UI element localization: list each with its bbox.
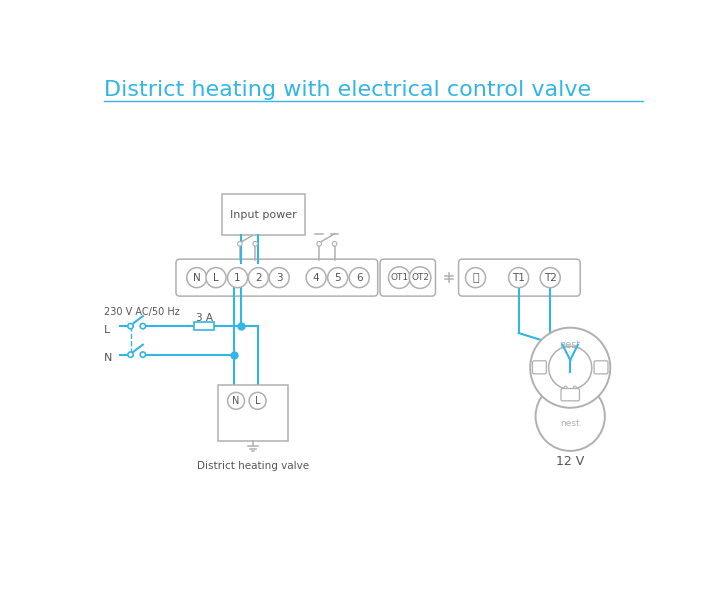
Text: T1: T1 — [513, 273, 525, 283]
Text: District heating with electrical control valve: District heating with electrical control… — [103, 80, 590, 100]
Circle shape — [465, 268, 486, 287]
Text: 5: 5 — [334, 273, 341, 283]
Text: 12 V: 12 V — [556, 455, 585, 468]
Circle shape — [206, 268, 226, 287]
Circle shape — [128, 352, 133, 358]
Circle shape — [409, 267, 431, 289]
Circle shape — [536, 381, 605, 451]
Text: OT1: OT1 — [390, 273, 408, 282]
Circle shape — [530, 328, 610, 407]
Circle shape — [141, 324, 146, 329]
Circle shape — [306, 268, 326, 287]
Circle shape — [269, 268, 289, 287]
Text: ⏚: ⏚ — [472, 273, 479, 283]
FancyBboxPatch shape — [176, 259, 378, 296]
Circle shape — [248, 268, 269, 287]
Text: 3 A: 3 A — [196, 314, 213, 324]
Text: 2: 2 — [255, 273, 261, 283]
Text: L: L — [255, 396, 261, 406]
Circle shape — [564, 386, 567, 389]
Text: OT2: OT2 — [411, 273, 429, 282]
Circle shape — [249, 393, 266, 409]
Text: 3: 3 — [276, 273, 282, 283]
Circle shape — [237, 241, 242, 246]
Bar — [194, 323, 215, 330]
Text: District heating valve: District heating valve — [197, 460, 309, 470]
FancyBboxPatch shape — [380, 259, 435, 296]
Bar — [222, 194, 305, 235]
Bar — [218, 386, 288, 441]
FancyBboxPatch shape — [561, 388, 579, 401]
Circle shape — [509, 268, 529, 287]
Circle shape — [317, 241, 322, 246]
Text: 4: 4 — [313, 273, 320, 283]
Circle shape — [549, 346, 592, 389]
Circle shape — [332, 241, 337, 246]
Text: T2: T2 — [544, 273, 557, 283]
Circle shape — [228, 393, 245, 409]
Text: 6: 6 — [356, 273, 363, 283]
Circle shape — [574, 386, 577, 389]
Text: 230 V AC/50 Hz: 230 V AC/50 Hz — [103, 307, 179, 317]
Circle shape — [141, 352, 146, 358]
FancyBboxPatch shape — [459, 259, 580, 296]
Circle shape — [128, 324, 133, 329]
Circle shape — [540, 268, 561, 287]
Circle shape — [328, 268, 348, 287]
Circle shape — [253, 241, 258, 246]
Text: 1: 1 — [234, 273, 241, 283]
Circle shape — [349, 268, 369, 287]
Text: L: L — [103, 325, 110, 335]
Text: nest: nest — [560, 340, 581, 350]
FancyBboxPatch shape — [532, 361, 546, 374]
Circle shape — [389, 267, 410, 289]
Text: Input power: Input power — [230, 210, 297, 220]
Circle shape — [187, 268, 207, 287]
Text: N: N — [193, 273, 201, 283]
FancyBboxPatch shape — [594, 361, 608, 374]
Circle shape — [228, 268, 248, 287]
Text: N: N — [103, 353, 112, 364]
Text: N: N — [232, 396, 240, 406]
Text: nest: nest — [561, 419, 580, 428]
Text: L: L — [213, 273, 219, 283]
